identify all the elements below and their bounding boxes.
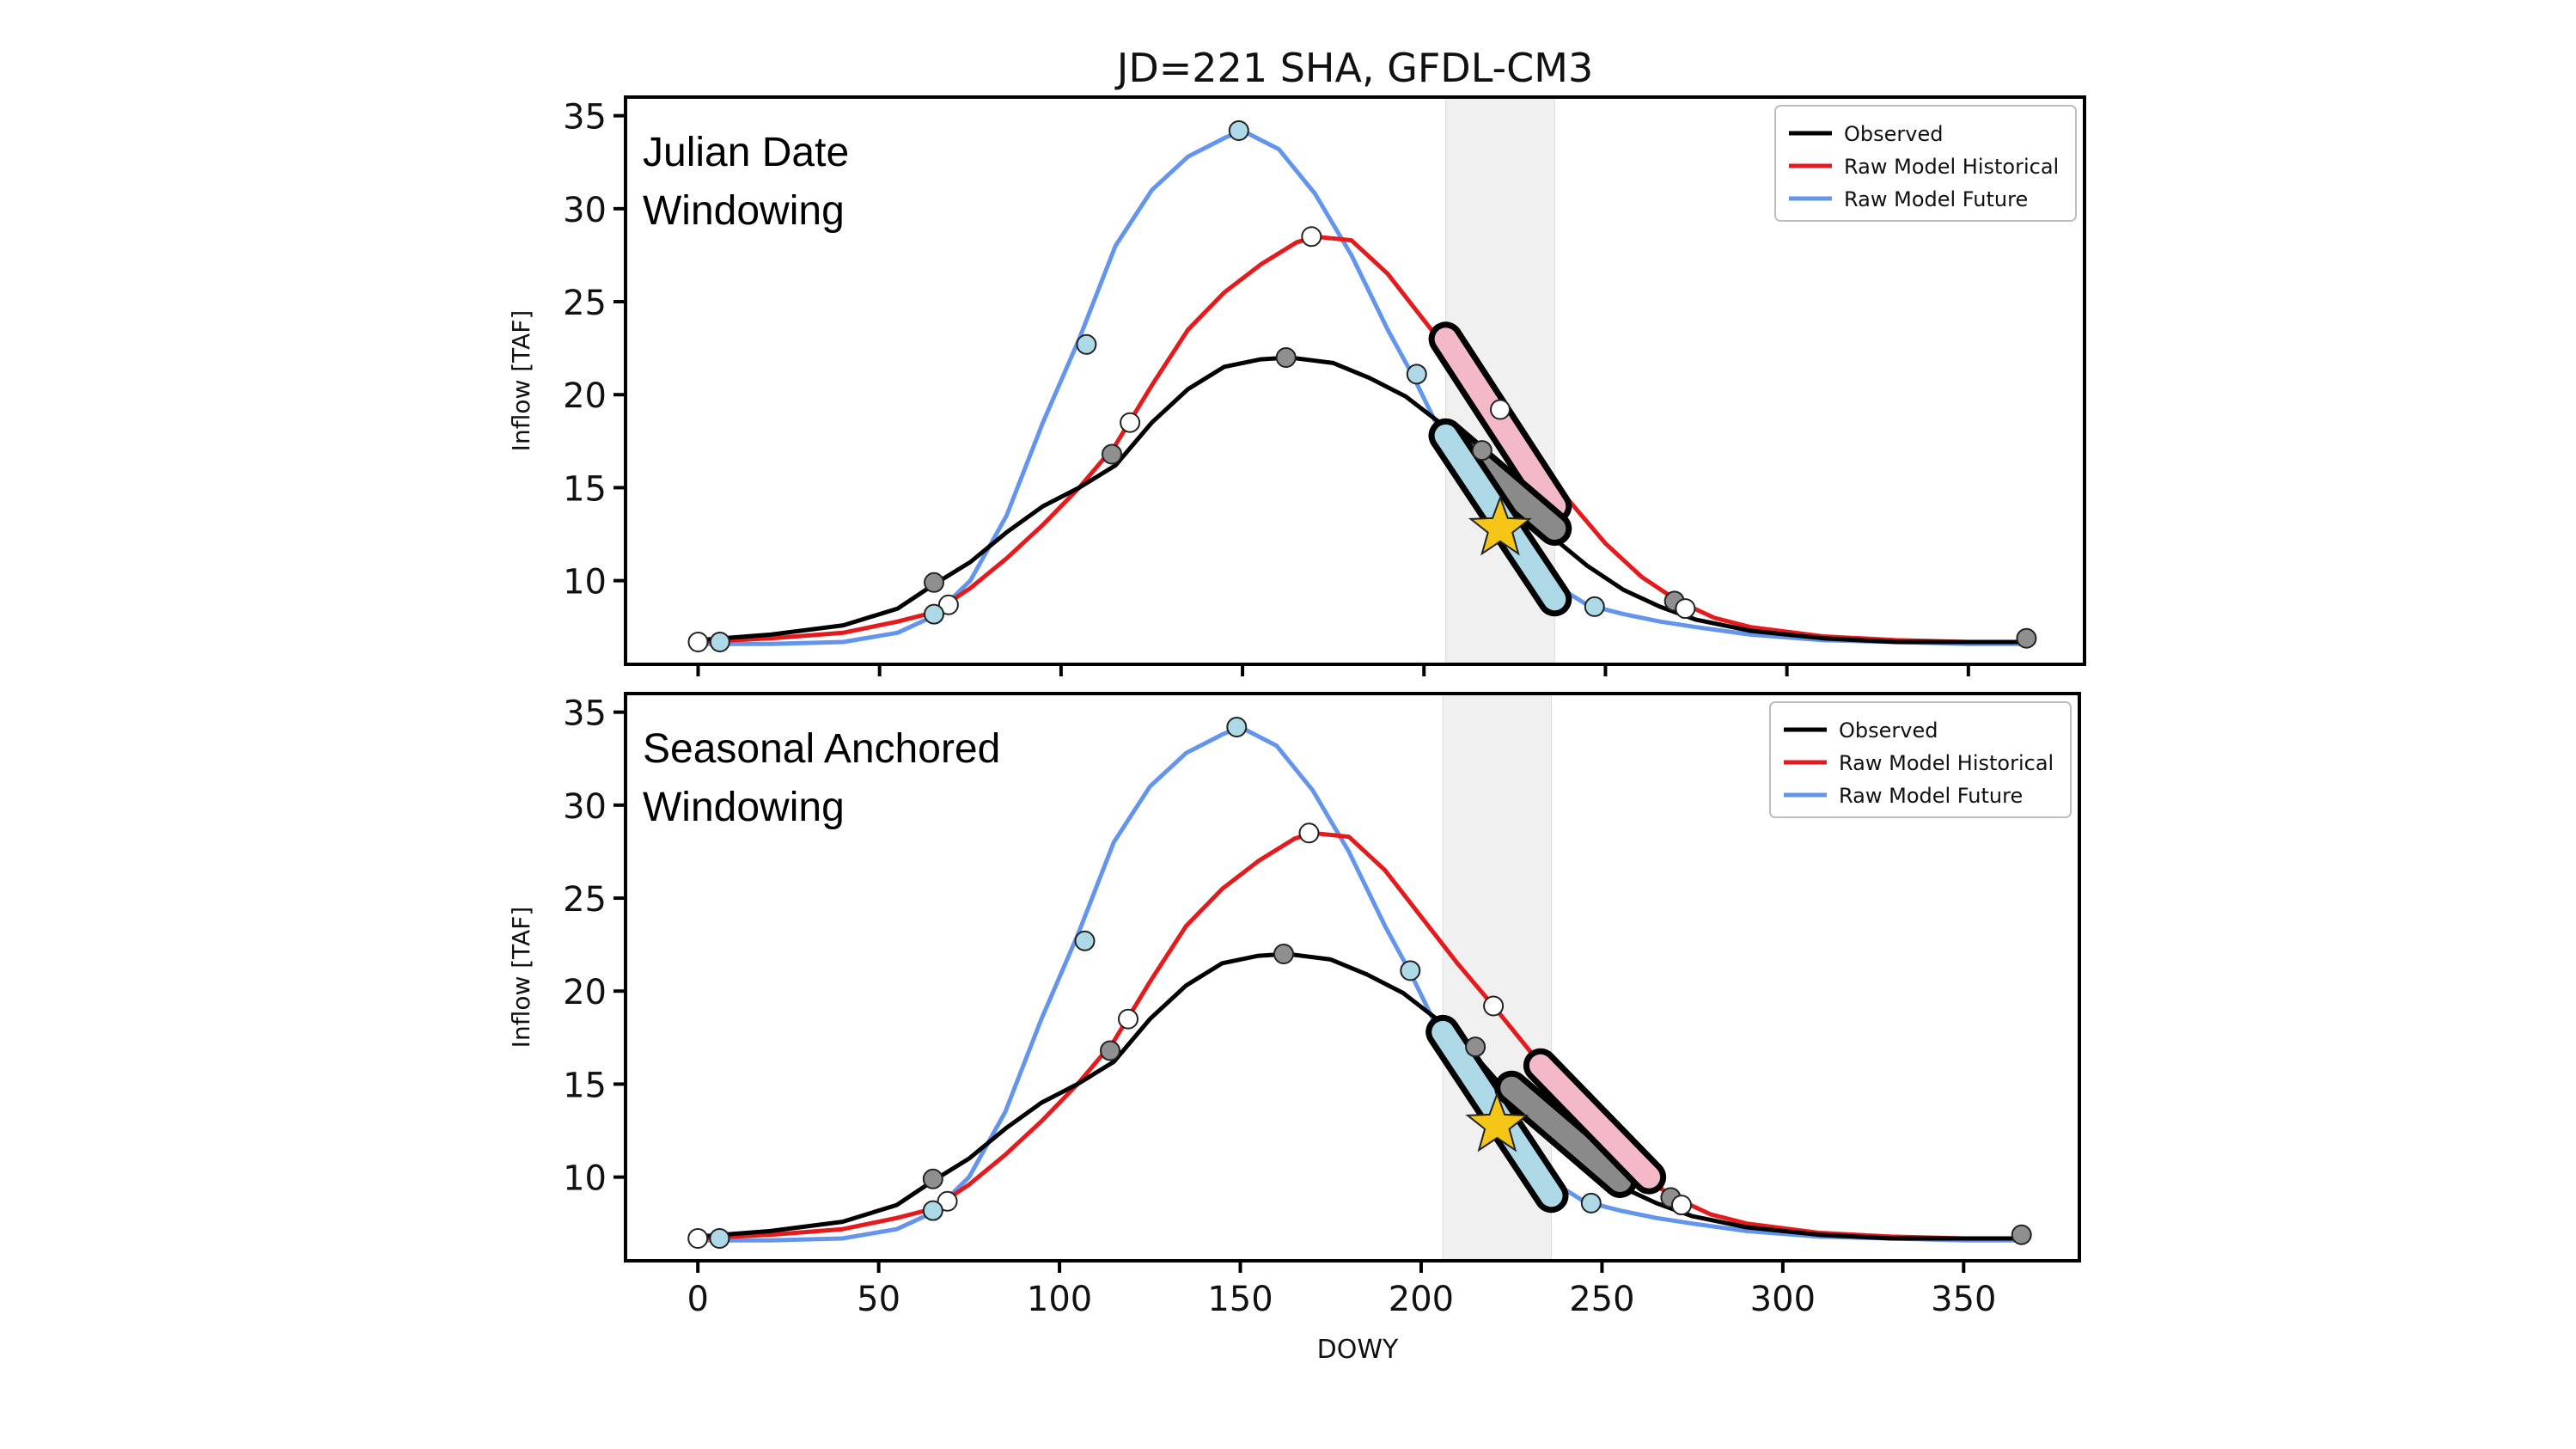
marker-future [1406, 364, 1427, 385]
inset-label: Windowing [643, 188, 845, 234]
series-line-historical [695, 830, 2020, 1241]
marker-observed [1100, 1040, 1120, 1061]
marker-observed [922, 1168, 943, 1189]
legend-entry: Raw Model Future [1844, 187, 2028, 211]
window-highlight-observed [1500, 1076, 1632, 1192]
inset-label: Julian Date [643, 130, 849, 175]
legend-entry: Observed [1839, 718, 1938, 743]
marker-historical [1483, 995, 1505, 1017]
marker-historical [1120, 412, 1141, 433]
x-tick-label: 150 [1207, 1280, 1273, 1319]
target-star [1465, 1091, 1529, 1152]
series-line-future [696, 128, 2025, 646]
marker-future [1580, 1192, 1602, 1214]
legend-box [1774, 105, 2077, 222]
marker-future [1226, 717, 1248, 737]
marker-future [709, 632, 730, 652]
legend-entry: Raw Model Historical [1844, 155, 2059, 179]
marker-future [1228, 120, 1249, 141]
y-tick-label: 30 [563, 191, 607, 230]
series-line-future [695, 724, 2020, 1243]
marker-future [709, 1228, 730, 1249]
x-tick-label: 50 [857, 1280, 900, 1319]
y-axis-label: Inflow [TAF] [507, 907, 535, 1049]
legend-entry: Observed [1844, 122, 1943, 146]
axes-frame [624, 692, 2081, 1263]
legend-entry: Raw Model Future [1839, 784, 2023, 808]
marker-future [1584, 596, 1605, 617]
window-highlight-historical [1529, 1054, 1661, 1189]
y-tick-label: 20 [563, 973, 607, 1012]
marker-historical [1490, 399, 1511, 420]
x-tick-label: 100 [1027, 1280, 1092, 1319]
y-tick-label: 15 [563, 469, 607, 509]
y-tick-label: 10 [563, 563, 607, 602]
marker-historical [1301, 226, 1322, 248]
inset-label: Seasonal Anchored [643, 726, 1000, 772]
marker-historical [687, 632, 709, 652]
x-tick-label: 350 [1931, 1280, 1996, 1319]
axes-frame [624, 95, 2086, 666]
y-tick-label: 20 [563, 376, 607, 416]
marker-historical [1671, 1195, 1692, 1216]
marker-observed [2011, 1224, 2032, 1245]
marker-future [1074, 930, 1096, 951]
x-tick-label: 0 [687, 1280, 708, 1319]
x-axis-label: DOWY [1317, 1335, 1399, 1365]
y-tick-label: 15 [563, 1066, 607, 1105]
legend: Observed Raw Model Historical Raw Model Fu… [1769, 701, 2072, 818]
marker-historical [1675, 598, 1696, 620]
x-tick-label: 250 [1569, 1280, 1634, 1319]
target-star [1468, 495, 1532, 556]
x-tick-label: 300 [1750, 1280, 1816, 1319]
marker-observed [924, 572, 944, 593]
y-tick-label: 35 [563, 98, 607, 138]
y-tick-label: 35 [563, 694, 607, 734]
marker-observed [2016, 627, 2037, 649]
marker-future [1076, 333, 1097, 355]
series-line-historical [696, 234, 2025, 645]
window-highlight-historical [1434, 327, 1566, 518]
marker-future [1400, 960, 1421, 981]
marker-future [922, 1200, 943, 1221]
y-tick-label: 25 [563, 284, 607, 323]
y-tick-label: 10 [563, 1159, 607, 1199]
marker-historical [937, 1190, 958, 1212]
inset-label: Windowing [643, 785, 845, 830]
marker-future [924, 603, 944, 625]
y-axis-label: Inflow [TAF] [507, 310, 535, 452]
top-panel: 10 15 20 25 30 35 Inflow [TAF] Julian Date Windo… [507, 95, 2086, 676]
x-tick-label: 200 [1389, 1280, 1454, 1319]
legend-entry: Raw Model Historical [1839, 751, 2054, 775]
series-line-observed [695, 951, 2020, 1241]
marker-observed [1471, 440, 1492, 462]
marker-observed [1465, 1036, 1486, 1058]
marker-observed [1273, 944, 1294, 964]
marker-historical [1298, 822, 1320, 844]
legend: Observed Raw Model Historical Raw Model Fu… [1774, 105, 2077, 222]
legend-box [1769, 701, 2072, 818]
marker-observed [1275, 347, 1297, 368]
series-line-observed [696, 355, 2025, 645]
marker-historical [687, 1228, 709, 1249]
figure-title: JD=221 SHA, GFDL-CM3 [1114, 45, 1593, 91]
marker-historical [1118, 1008, 1138, 1030]
y-tick-label: 30 [563, 787, 607, 827]
marker-observed [1102, 443, 1122, 465]
y-tick-label: 25 [563, 880, 607, 920]
marker-historical [937, 594, 959, 615]
